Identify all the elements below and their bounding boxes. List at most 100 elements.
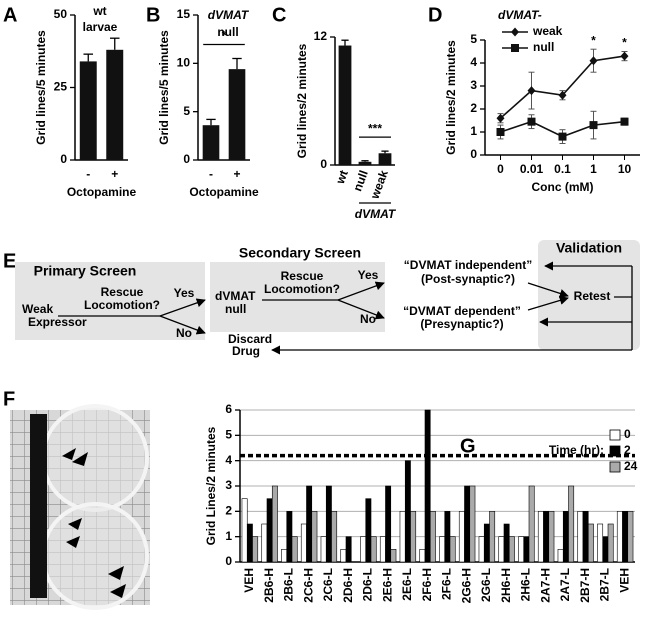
x-tick-label: - (209, 167, 213, 181)
x-tick-label: 2G6-L (479, 568, 493, 602)
bar (562, 511, 569, 563)
label-strip (30, 414, 47, 598)
legend-swatch (609, 445, 621, 457)
x-tick-label: 2G6-H (459, 568, 473, 603)
diagram-label: Weak (22, 302, 53, 316)
y-tick-label: 0 (60, 152, 67, 166)
bar (419, 549, 426, 563)
panel-letter: C (272, 4, 286, 26)
panel-letter: F (3, 388, 15, 410)
y-tick-label: 5 (225, 428, 232, 442)
y-tick-label: 1 (470, 124, 477, 138)
legend-marker (511, 27, 519, 37)
y-tick-label: 0 (320, 157, 327, 171)
y-tick-label: 10 (177, 56, 191, 70)
legend-title: Time (hr): (549, 443, 604, 457)
diagram-label: Rescue (281, 269, 324, 283)
bar (607, 523, 614, 563)
x-tick-label: 10 (618, 162, 632, 176)
diagram-label: Expressor (28, 315, 87, 329)
marker (589, 121, 598, 130)
marker (527, 117, 536, 126)
y-tick-label: 5 (470, 32, 477, 46)
x-tick-label: weak (367, 168, 391, 202)
bar (378, 153, 392, 165)
y-axis-label: Grid Lines/2 minutes (204, 426, 218, 545)
x-tick-label: 2H6-H (499, 568, 513, 603)
x-tick-label: 2H6-L (519, 568, 533, 601)
x-axis-label: Octopamine (189, 185, 259, 199)
x-tick-label: 2A7-H (538, 568, 552, 603)
bar (202, 125, 220, 160)
legend-swatch (609, 429, 621, 441)
y-tick-label: 2 (470, 101, 477, 115)
x-tick-label: 0.1 (554, 162, 571, 176)
marker (558, 132, 567, 141)
bar (568, 485, 575, 563)
bar (358, 161, 372, 165)
bar (478, 536, 485, 563)
diagram-label: Locomotion? (264, 282, 340, 296)
bar (582, 511, 589, 563)
x-tick-label: null (350, 168, 370, 193)
y-tick-label: 1 (225, 529, 232, 543)
marker (527, 86, 536, 96)
diagram-title: Secondary Screen (239, 245, 361, 261)
bar (503, 523, 510, 563)
y-tick-label: 2 (225, 504, 232, 518)
bar (528, 485, 535, 563)
arrow (527, 282, 569, 298)
dish (41, 404, 149, 512)
significance-label: * (622, 36, 627, 50)
y-tick-label: 5 (183, 104, 190, 118)
diagram-label: dVMAT (215, 289, 256, 303)
marker (496, 113, 505, 123)
bar (266, 498, 273, 563)
y-tick-label: 6 (225, 402, 232, 416)
chart-title: wt (92, 4, 106, 18)
x-tick-label: 0.01 (520, 162, 544, 176)
bar (444, 511, 451, 563)
chart-title: dVMAT (208, 8, 250, 22)
bar (246, 523, 253, 563)
legend-label: 24 (624, 459, 638, 473)
x-tick-label: 2D6-L (361, 568, 375, 601)
y-tick-label: 50 (54, 7, 68, 21)
x-tick-label: + (233, 167, 240, 181)
bar (548, 511, 555, 563)
panel-letter: A (3, 4, 17, 26)
arrowhead (66, 536, 80, 548)
x-tick-label: 2B7-L (598, 568, 612, 601)
bar (340, 549, 347, 563)
diagram-label: “DVMAT independent” (404, 258, 532, 272)
panel-letter: G (460, 435, 476, 457)
x-tick-label: 2E6-L (400, 568, 414, 601)
arrow (337, 299, 385, 320)
y-axis-label: Grid lines/2 minutes (444, 40, 458, 155)
y-axis-label: Grid lines/5 minutes (157, 30, 171, 145)
bar (627, 511, 634, 563)
secondary-box (210, 262, 385, 332)
legend-title: dVMAT- (498, 8, 542, 22)
chart-title: null (217, 25, 238, 39)
x-tick-label: 2F6-L (440, 568, 454, 600)
bar (483, 523, 490, 563)
diagram-label: (Post-synaptic?) (421, 272, 515, 286)
bar (379, 536, 386, 563)
y-tick-label: 12 (314, 29, 328, 43)
diagram-label: Drug (232, 344, 260, 358)
diagram-label: Yes (358, 268, 379, 282)
arrow (527, 295, 569, 311)
primary-box (15, 262, 205, 340)
bar (410, 511, 417, 563)
bar (390, 549, 397, 563)
bar (306, 485, 313, 563)
marker (496, 128, 505, 136)
diagram-label: Discard (228, 332, 272, 346)
bar (370, 536, 377, 563)
x-axis-label: Octopamine (67, 185, 137, 199)
bar (449, 536, 456, 563)
arrowhead (110, 584, 126, 598)
x-tick-label: wt (333, 168, 351, 186)
